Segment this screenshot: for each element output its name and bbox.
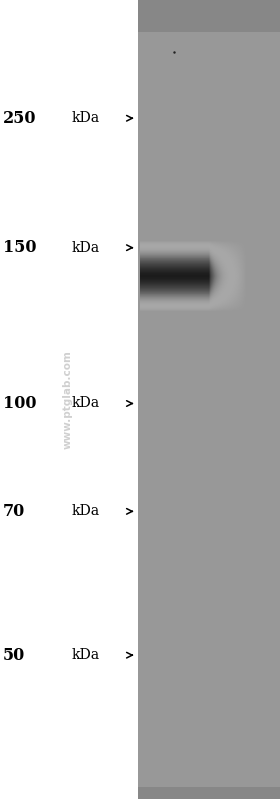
Text: 250: 250 — [3, 109, 36, 127]
Bar — [138, 0, 280, 32]
Text: 150: 150 — [3, 239, 36, 256]
Text: 50: 50 — [3, 646, 25, 664]
Text: kDa: kDa — [71, 111, 99, 125]
Text: 70: 70 — [3, 503, 25, 520]
Bar — [0, 0, 138, 799]
Text: www.ptglab.com: www.ptglab.com — [62, 350, 72, 449]
Text: kDa: kDa — [71, 240, 99, 255]
Text: kDa: kDa — [71, 504, 99, 519]
Text: kDa: kDa — [71, 396, 99, 411]
Text: kDa: kDa — [71, 648, 99, 662]
Text: 100: 100 — [3, 395, 36, 412]
Bar — [138, 787, 280, 799]
Bar — [138, 0, 280, 799]
